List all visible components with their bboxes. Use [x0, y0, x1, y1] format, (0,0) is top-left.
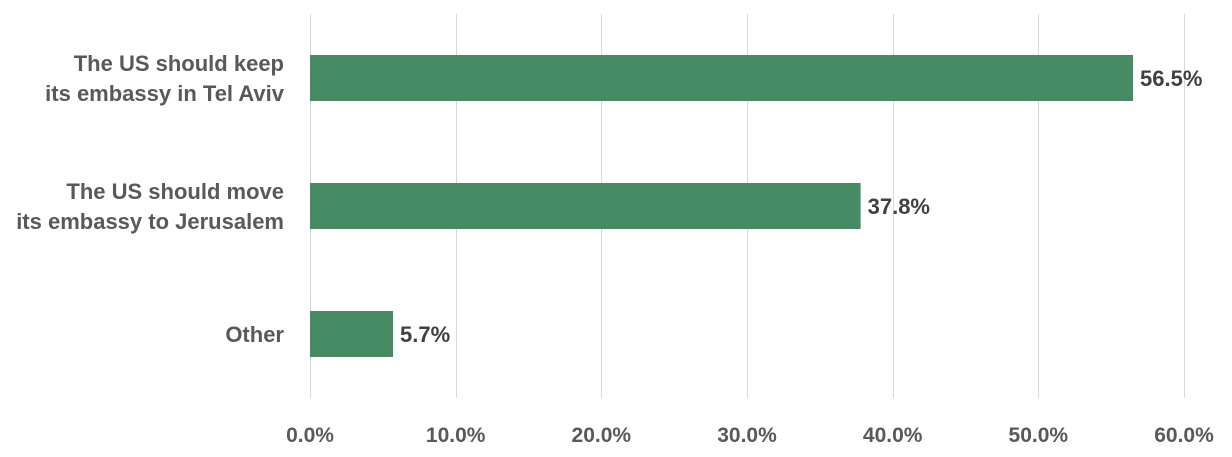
category-label: The US should move its embassy to Jerusal…	[16, 179, 284, 234]
bars	[310, 55, 1134, 357]
data-label: 56.5%	[1140, 66, 1202, 91]
bar	[310, 311, 394, 357]
bar	[310, 55, 1134, 101]
data-label: 5.7%	[400, 322, 450, 347]
category-label-line: its embassy in Tel Aviv	[45, 81, 285, 106]
category-labels: The US should keep its embassy in Tel Avi…	[16, 51, 285, 347]
category-label: Other	[225, 322, 284, 347]
x-tick-label: 40.0%	[863, 424, 923, 447]
data-labels: 56.5% 37.8% 5.7%	[400, 66, 1202, 347]
category-label-line: its embassy to Jerusalem	[16, 209, 284, 234]
category-label-line: The US should keep	[74, 51, 284, 76]
category-label: The US should keep its embassy in Tel Avi…	[45, 51, 285, 106]
x-tick-label: 60.0%	[1154, 424, 1214, 447]
data-label: 37.8%	[868, 194, 930, 219]
x-axis-tick-labels: 0.0% 10.0% 20.0% 30.0% 40.0% 50.0% 60.0%	[286, 424, 1214, 447]
x-tick-label: 30.0%	[717, 424, 777, 447]
x-tick-label: 10.0%	[426, 424, 486, 447]
x-tick-label: 50.0%	[1009, 424, 1069, 447]
x-tick-label: 20.0%	[572, 424, 632, 447]
category-label-line: The US should move	[66, 179, 284, 204]
x-tick-label: 0.0%	[286, 424, 334, 447]
bar	[310, 183, 861, 229]
category-label-line: Other	[225, 322, 284, 347]
